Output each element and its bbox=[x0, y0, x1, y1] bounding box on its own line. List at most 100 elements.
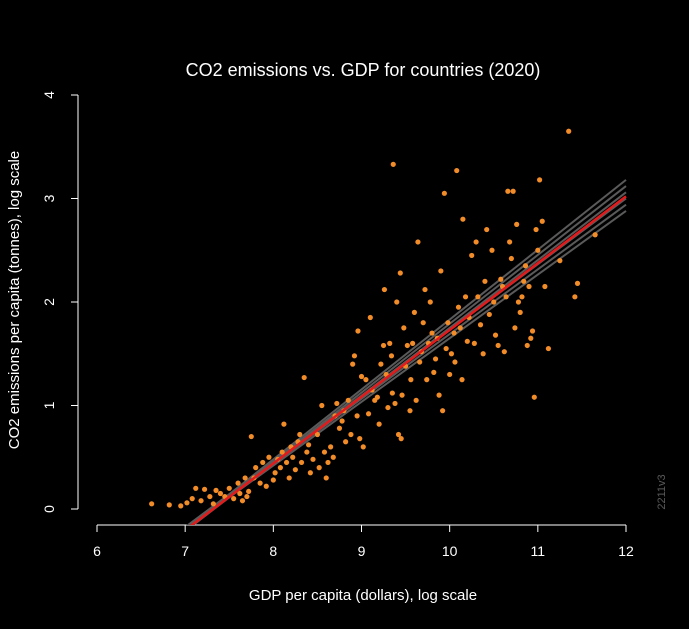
data-point bbox=[358, 373, 365, 380]
data-point bbox=[452, 359, 458, 365]
data-point bbox=[477, 322, 484, 328]
data-point bbox=[491, 299, 497, 305]
data-point bbox=[217, 490, 224, 497]
data-point bbox=[535, 247, 541, 253]
data-point bbox=[272, 470, 278, 476]
data-point bbox=[314, 431, 321, 438]
data-point bbox=[457, 325, 463, 331]
x-tick-label: 11 bbox=[531, 543, 546, 559]
data-point bbox=[301, 374, 307, 381]
data-point bbox=[330, 454, 336, 460]
data-point bbox=[328, 444, 334, 450]
data-point bbox=[471, 340, 477, 346]
data-point bbox=[357, 436, 363, 442]
data-point bbox=[503, 294, 509, 300]
data-point bbox=[292, 467, 298, 473]
data-point bbox=[298, 459, 305, 466]
data-point bbox=[304, 449, 310, 455]
data-point bbox=[149, 501, 155, 507]
data-point bbox=[343, 439, 349, 445]
data-point bbox=[389, 390, 395, 396]
data-point bbox=[417, 359, 423, 365]
data-point bbox=[260, 459, 266, 466]
data-point bbox=[339, 418, 345, 424]
data-point bbox=[374, 394, 380, 400]
data-point bbox=[475, 294, 481, 300]
data-point bbox=[226, 485, 232, 491]
data-point bbox=[441, 190, 447, 196]
data-point bbox=[270, 477, 276, 483]
data-point bbox=[508, 255, 514, 262]
x-tick-label: 12 bbox=[618, 543, 634, 559]
data-point bbox=[440, 408, 446, 414]
x-tick-label: 8 bbox=[269, 543, 277, 559]
data-point bbox=[539, 218, 545, 224]
data-point bbox=[325, 459, 331, 466]
data-point bbox=[394, 299, 400, 305]
data-point bbox=[355, 328, 361, 334]
data-point bbox=[524, 342, 530, 349]
data-point bbox=[381, 286, 388, 293]
data-point bbox=[443, 345, 449, 352]
data-point bbox=[529, 328, 536, 334]
data-point bbox=[207, 493, 213, 500]
data-point bbox=[385, 404, 391, 411]
data-point bbox=[365, 411, 372, 417]
data-point bbox=[447, 371, 453, 378]
data-point bbox=[380, 342, 387, 349]
data-point bbox=[235, 480, 241, 486]
data-point bbox=[459, 377, 465, 383]
data-point bbox=[469, 252, 475, 259]
regression-line bbox=[189, 195, 627, 525]
x-tick-label: 7 bbox=[181, 543, 189, 559]
data-point bbox=[306, 442, 312, 448]
data-point bbox=[455, 304, 462, 310]
data-point bbox=[286, 475, 292, 481]
data-point bbox=[407, 408, 413, 414]
data-point bbox=[316, 465, 322, 471]
data-point bbox=[413, 397, 419, 403]
data-point bbox=[401, 325, 407, 331]
band-line bbox=[187, 203, 627, 525]
data-point bbox=[323, 475, 329, 481]
data-point bbox=[495, 342, 501, 349]
data-point bbox=[572, 294, 578, 300]
data-point bbox=[244, 493, 250, 500]
data-point bbox=[557, 258, 563, 264]
data-point bbox=[345, 397, 351, 403]
data-point bbox=[189, 496, 195, 502]
data-point bbox=[360, 444, 366, 450]
data-point bbox=[533, 226, 539, 233]
data-point bbox=[307, 470, 313, 476]
data-point bbox=[213, 487, 219, 493]
y-tick-label: 2 bbox=[41, 298, 57, 306]
data-point bbox=[408, 377, 414, 383]
data-point bbox=[248, 433, 254, 440]
data-point bbox=[436, 392, 442, 398]
data-point bbox=[390, 161, 396, 167]
data-point bbox=[166, 502, 172, 508]
y-tick-label: 0 bbox=[41, 505, 57, 513]
data-point bbox=[387, 340, 393, 346]
data-point bbox=[415, 239, 421, 245]
data-point bbox=[336, 425, 343, 431]
x-axis-label: GDP per capita (dollars), log scale bbox=[249, 587, 477, 604]
data-point bbox=[451, 330, 457, 336]
data-point bbox=[334, 400, 340, 407]
data-point bbox=[257, 480, 263, 486]
data-point bbox=[404, 342, 410, 349]
data-point bbox=[184, 500, 190, 506]
data-point bbox=[536, 177, 543, 183]
data-point bbox=[519, 294, 525, 300]
data-point bbox=[263, 483, 269, 489]
data-point bbox=[319, 402, 325, 409]
data-point bbox=[354, 413, 360, 419]
data-point bbox=[489, 247, 495, 253]
data-point bbox=[498, 276, 504, 282]
data-point bbox=[429, 330, 435, 336]
data-point bbox=[348, 431, 354, 438]
data-point bbox=[510, 188, 516, 194]
data-point bbox=[281, 421, 287, 427]
